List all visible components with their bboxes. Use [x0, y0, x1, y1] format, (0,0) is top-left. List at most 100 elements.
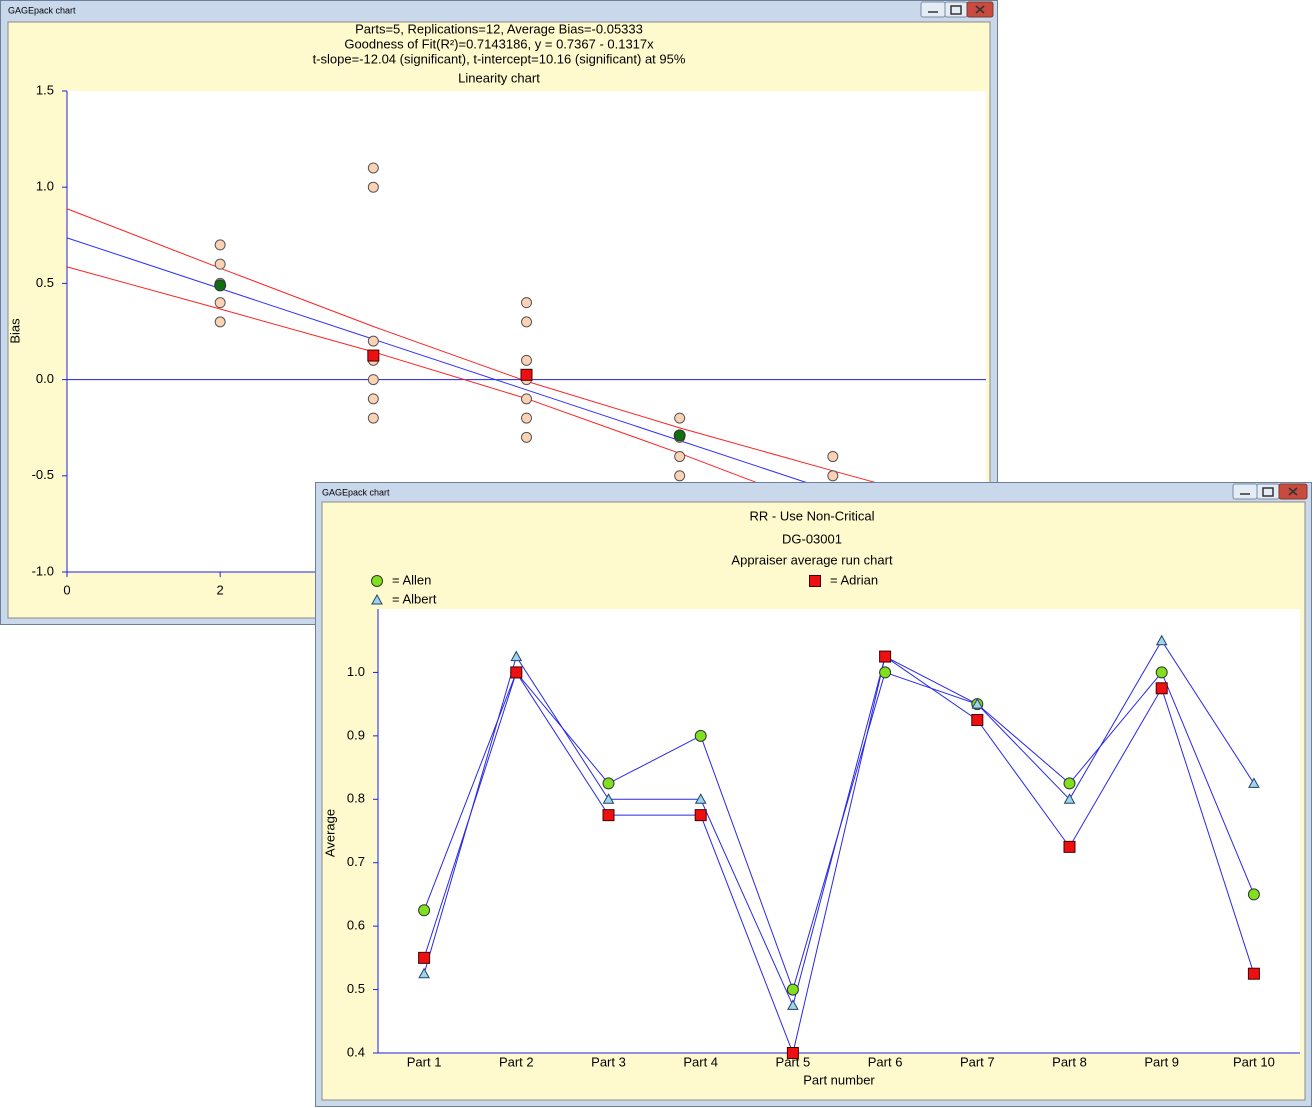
marker-triangle [1155, 634, 1168, 646]
reading-point [521, 393, 532, 405]
marker-square [510, 666, 523, 679]
marker-triangle [602, 793, 615, 804]
x-tick-label: 0 [63, 582, 70, 597]
y-tick-label: 0.5 [36, 275, 54, 290]
marker-triangle [371, 593, 383, 605]
marker-square [1063, 840, 1076, 853]
reading-point [367, 412, 379, 424]
y-tick-label: 0.4 [347, 1044, 365, 1059]
marker-square [971, 714, 984, 726]
reading-point [214, 316, 226, 328]
y-tick-label: 0.9 [347, 727, 365, 742]
marker-square [520, 368, 533, 381]
legend-label: = Albert [392, 591, 437, 606]
marker-square [1155, 682, 1168, 695]
marker-circle [1155, 666, 1168, 679]
reading-point [367, 162, 379, 174]
marker-square [786, 1047, 799, 1059]
reading-point [521, 297, 532, 309]
marker-circle [418, 904, 431, 917]
x-tick-label: Part 6 [868, 1054, 903, 1069]
y-axis-label: Bias [7, 318, 22, 344]
marker-square [694, 809, 707, 822]
marker-circle [602, 777, 615, 790]
window: GAGEpack chart RR - Use Non-Critical DG-0… [315, 482, 1312, 1107]
y-tick-label: 0.6 [347, 918, 365, 933]
marker-circle [214, 279, 227, 292]
y-axis-label: Average [322, 809, 337, 857]
window-button-icons [928, 5, 985, 15]
y-tick-label: 0.0 [36, 371, 54, 386]
window-title: GAGEpack chart [322, 487, 390, 497]
window-title: GAGEpack chart [8, 5, 76, 15]
marker-square [418, 951, 431, 964]
chart-subtitle: t-slope=-12.04 (significant), t-intercep… [313, 51, 686, 66]
reading-point [674, 412, 686, 424]
series-line [423, 655, 1255, 1055]
window-button-icons [1240, 487, 1298, 497]
reading-point [367, 393, 379, 405]
x-tick-label: Part 4 [683, 1054, 718, 1069]
marker-triangle [1063, 793, 1076, 804]
marker-square [367, 349, 380, 362]
marker-circle [694, 729, 707, 742]
reading-point [214, 297, 226, 309]
marker-circle [1247, 888, 1260, 901]
marker-circle [879, 666, 892, 679]
chart-title: RR - Use Non-Critical [750, 508, 875, 523]
legend-label: = Allen [392, 572, 431, 587]
marker-triangle [694, 793, 707, 804]
x-tick-label: Part 9 [1144, 1054, 1179, 1069]
reading-point [674, 451, 686, 463]
y-tick-label: 1.5 [36, 82, 54, 97]
x-tick-label: Part 10 [1233, 1054, 1275, 1069]
chart-subtitle: Goodness of Fit(R²)=0.7143186, y = 0.736… [344, 36, 654, 51]
reading-point [367, 374, 379, 386]
reading-point [827, 470, 839, 482]
y-tick-label: -1.0 [32, 563, 54, 578]
y-tick-label: 1.0 [347, 664, 365, 679]
legend-label: = Adrian [830, 572, 878, 587]
marker-triangle [510, 650, 523, 662]
minimize-button[interactable] [920, 1, 946, 18]
marker-triangle [787, 999, 799, 1010]
x-tick-label: Part 1 [407, 1054, 442, 1069]
marker-circle [673, 429, 686, 442]
x-tick-label: Part 8 [1052, 1054, 1087, 1069]
reading-point [367, 181, 379, 193]
marker-square [1247, 967, 1260, 980]
x-axis-label: Part number [803, 1072, 875, 1087]
reading-point [521, 412, 532, 424]
x-tick-label: Part 2 [499, 1054, 534, 1069]
reading-point [367, 335, 379, 347]
x-tick-label: 2 [217, 582, 224, 597]
chart-subtitle: DG-03001 [782, 531, 842, 546]
minimize-button[interactable] [1232, 483, 1258, 500]
reading-point [521, 431, 532, 443]
marker-triangle [1248, 777, 1260, 788]
chart-title: Linearity chart [458, 70, 540, 85]
y-tick-label: 0.7 [347, 854, 365, 869]
x-tick-label: Part 3 [591, 1054, 626, 1069]
marker-circle [786, 983, 799, 996]
reading-point [521, 354, 532, 366]
marker-square [879, 650, 892, 663]
y-tick-label: -0.5 [32, 467, 54, 482]
marker-circle [1063, 777, 1076, 790]
reading-point [827, 451, 839, 463]
series-line [423, 639, 1255, 1007]
x-tick-label: Part 7 [960, 1054, 995, 1069]
reading-point [214, 258, 226, 270]
marker-square [809, 575, 821, 587]
reading-point [214, 239, 226, 251]
marker-triangle [418, 967, 430, 979]
reading-point [521, 316, 532, 328]
y-tick-label: 1.0 [36, 179, 54, 194]
marker-triangle [971, 698, 984, 709]
chart-subtitle: Parts=5, Replications=12, Average Bias=-… [355, 21, 643, 36]
x-tick-label: Part 5 [776, 1054, 811, 1069]
y-tick-label: 0.8 [347, 791, 365, 806]
y-tick-label: 0.5 [347, 981, 365, 996]
marker-square [602, 809, 615, 822]
